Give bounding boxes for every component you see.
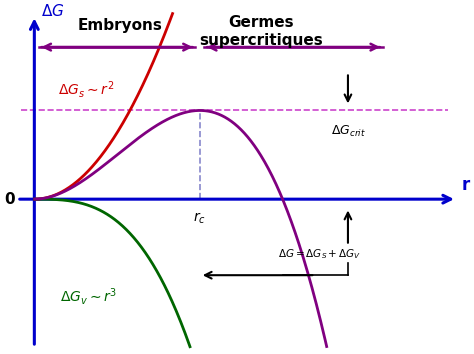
Text: $r_c$: $r_c$ [193,211,206,226]
Text: 0: 0 [4,192,15,207]
Text: $\Delta G_{crit}$: $\Delta G_{crit}$ [330,124,365,139]
Text: $\Delta G_v \sim r^3$: $\Delta G_v \sim r^3$ [61,286,118,307]
Text: Embryons: Embryons [78,18,163,34]
Text: $\Delta G_s \sim r^2$: $\Delta G_s \sim r^2$ [58,79,115,100]
Text: Germes
supercritiques: Germes supercritiques [199,16,323,48]
Text: r: r [461,176,469,194]
Text: $\Delta G = \Delta G_S + \Delta G_V$: $\Delta G = \Delta G_S + \Delta G_V$ [278,247,361,261]
Text: $\Delta G$: $\Delta G$ [41,3,64,19]
